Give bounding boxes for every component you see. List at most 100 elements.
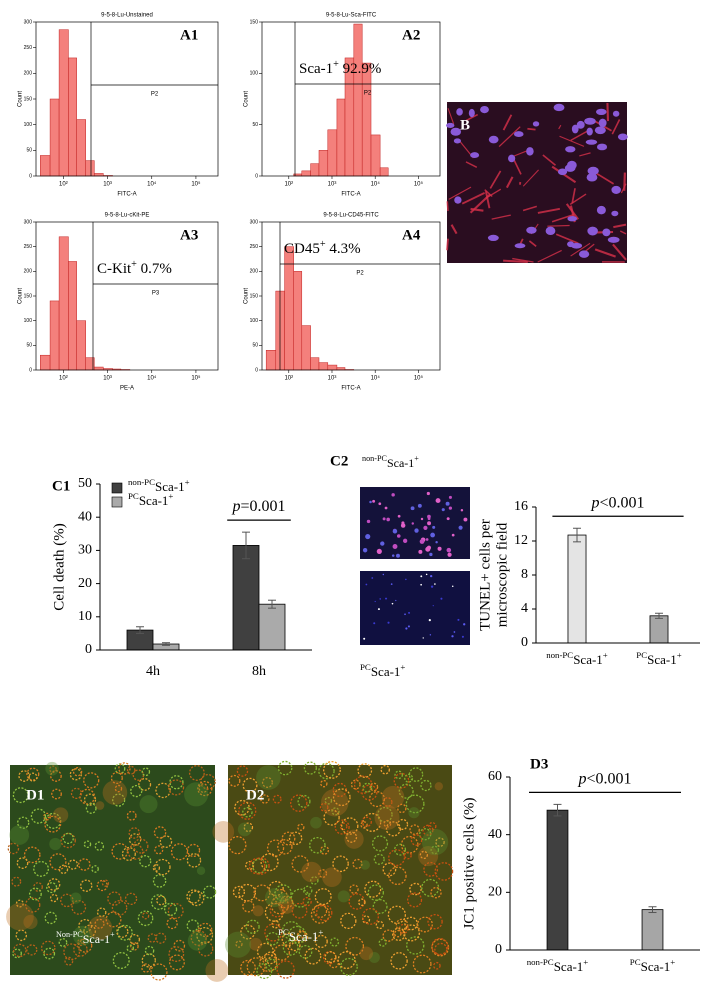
y-tick-label: 250 (24, 45, 33, 51)
micrograph-spot (130, 784, 143, 798)
histogram-bar (58, 29, 69, 177)
micrograph-spot (332, 788, 351, 807)
text-part: + (583, 957, 588, 967)
micrograph-spot (277, 760, 293, 776)
micrograph-fiber (555, 233, 579, 245)
histogram-bar (284, 246, 294, 371)
micrograph-spot (334, 819, 350, 835)
micrograph-fiber (485, 188, 502, 199)
x-tick-label: 10⁴ (371, 181, 381, 188)
micrograph-spot (141, 953, 156, 968)
micrograph-nucleus (508, 154, 516, 163)
micrograph-spot (288, 925, 307, 944)
histogram-bar (94, 366, 104, 371)
micrograph-fiber (542, 154, 557, 166)
text-part: Sca-1 (83, 932, 110, 946)
micrograph-spot (78, 938, 93, 953)
x-tick-label: 10² (59, 182, 68, 188)
x-axis-label: FITC-A (341, 192, 360, 198)
y-tick-label: 8 (521, 567, 528, 582)
micrograph-spot (392, 528, 398, 534)
micrograph-spot (361, 784, 378, 801)
micrograph-spot (408, 611, 411, 614)
text-part: Sca-1 (641, 959, 671, 974)
x-tick-label: 10⁵ (414, 181, 424, 188)
micrograph-spot (264, 951, 277, 965)
micrograph-spot (253, 884, 271, 902)
micrograph-spot (270, 896, 289, 915)
micrograph-spot (332, 855, 349, 873)
micrograph-spot (406, 936, 425, 955)
micrograph-spot (260, 853, 279, 872)
micrograph-spot (126, 765, 136, 775)
micrograph-spot (130, 942, 139, 951)
micrograph-spot (269, 902, 285, 918)
micrograph-spot (445, 501, 450, 506)
y-axis-label: Count (18, 288, 24, 304)
micrograph-spot (33, 860, 50, 877)
micrograph-fiber (528, 240, 537, 247)
micrograph-spot (107, 891, 122, 906)
text-part: Sca-1 (554, 959, 584, 974)
micrograph-spot (44, 815, 62, 833)
micrograph-spot (15, 929, 28, 942)
micrograph-spot (259, 953, 278, 972)
micrograph-glow (237, 822, 252, 837)
text-part: Sca-1 (299, 61, 333, 77)
bar (546, 809, 569, 951)
micrograph-spot (309, 836, 326, 854)
micrograph-nucleus (596, 143, 608, 151)
bar (641, 909, 664, 951)
micrograph-spot (315, 904, 333, 922)
micrograph-spot (60, 893, 74, 908)
micrograph-glow (95, 801, 105, 810)
micrograph-spot (400, 523, 406, 528)
micrograph-spot (83, 793, 97, 806)
micrograph-spot (362, 548, 368, 553)
micrograph-spot (373, 622, 376, 625)
histogram-bar (301, 170, 311, 177)
micrograph-spot (385, 821, 401, 837)
y-tick-label: 150 (250, 19, 259, 25)
micrograph-spot (94, 841, 105, 851)
micrograph-spot (446, 517, 450, 521)
micrograph-spot (422, 637, 424, 639)
text-part: + (168, 491, 173, 501)
micrograph-spot (453, 631, 456, 633)
micrograph-spot (111, 899, 128, 916)
micrograph-nucleus (570, 242, 583, 249)
micrograph-spot (345, 831, 358, 843)
gate-label: P2 (151, 92, 159, 98)
micrograph-spot (273, 944, 290, 961)
micrograph-nucleus (617, 133, 628, 141)
histogram-bar (327, 129, 338, 177)
micrograph-nucleus (487, 234, 499, 242)
micrograph-spot (291, 902, 308, 919)
text-part: PC (636, 650, 647, 660)
micrograph-spot (60, 832, 76, 849)
text-part: CD45 (284, 241, 320, 257)
gate-percentage: Sca-1+ 92.9% (299, 59, 381, 78)
text-part: <0.001 (599, 494, 644, 511)
micrograph-spot (391, 554, 395, 557)
panel-label: C2 (330, 453, 348, 469)
micrograph-fiber (579, 152, 591, 157)
micrograph-spot (281, 932, 296, 947)
micrograph-spot (401, 521, 405, 525)
micrograph-spot (395, 918, 409, 932)
micrograph-fiber (502, 114, 513, 131)
text-part: PC (278, 927, 289, 937)
error-bar (648, 906, 657, 914)
legend-label: PCSca-1+ (128, 491, 173, 508)
micrograph (360, 487, 470, 559)
micrograph-spot (17, 816, 30, 829)
image-caption: PCSca-1+ (360, 662, 405, 679)
chart-title: 9-5-8-Lu-Sca-FITC (326, 13, 377, 19)
micrograph-glow (225, 931, 252, 958)
text-part: 92.9% (339, 61, 382, 77)
y-tick-label: 200 (24, 269, 33, 275)
micrograph-spot (409, 824, 420, 835)
micrograph-spot (387, 905, 407, 924)
micrograph-nucleus (468, 108, 475, 118)
micrograph-nucleus (513, 131, 524, 138)
